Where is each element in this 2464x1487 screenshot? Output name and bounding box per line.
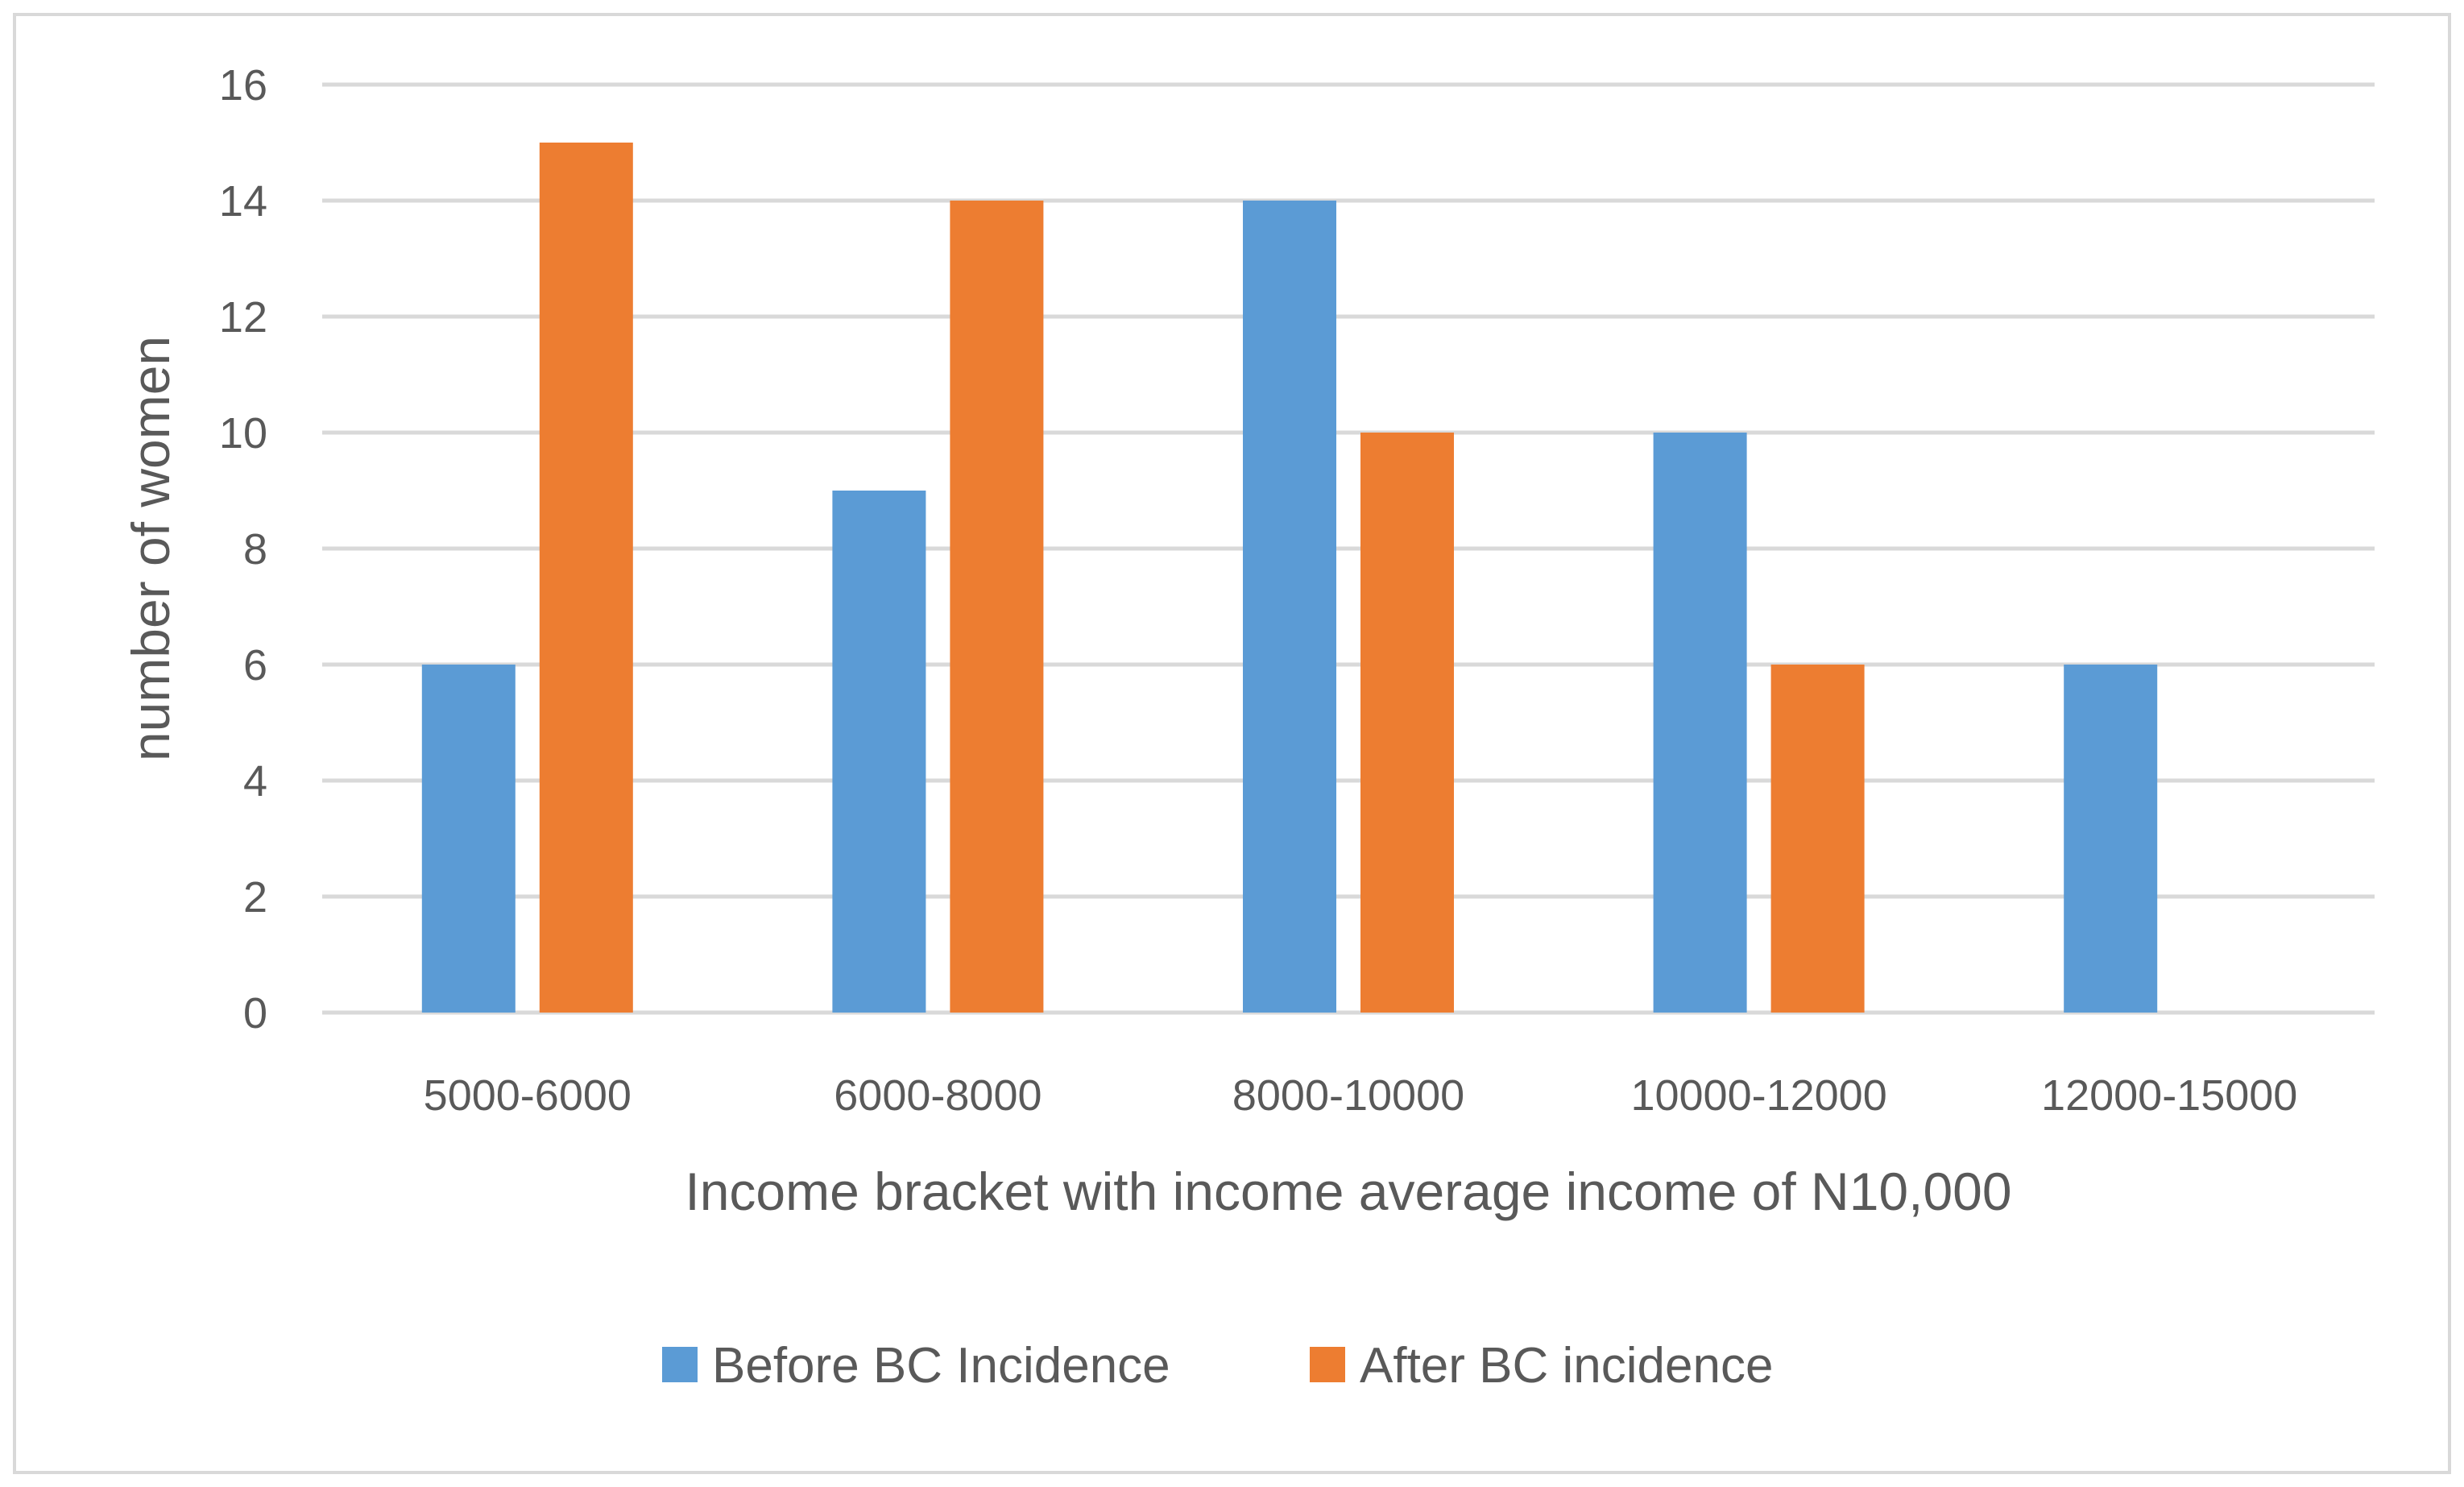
- x-tick-label: 10000-12000: [1630, 1071, 1886, 1120]
- bar-before-6000-8000: [832, 491, 926, 1013]
- chart-border: [13, 13, 2451, 1474]
- y-tick-label: 4: [243, 757, 267, 806]
- bar-after-6000-8000: [950, 201, 1044, 1013]
- x-tick-label: 12000-15000: [2041, 1071, 2297, 1120]
- bars: [421, 143, 2158, 1013]
- y-tick-label: 0: [243, 989, 267, 1038]
- bar-before-12000-15000: [2064, 665, 2158, 1013]
- legend-label: Before BC Incidence: [712, 1338, 1170, 1394]
- bar-after-8000-10000: [1360, 433, 1454, 1013]
- legend-label: After BC incidence: [1360, 1338, 1773, 1394]
- bar-before-5000-6000: [421, 665, 516, 1013]
- x-axis-ticks: 5000-6000 6000-8000 8000-10000 10000-12000 1…: [424, 1071, 2298, 1120]
- y-axis-title: number of women: [121, 336, 180, 761]
- x-axis-title: Income bracket with income average incom…: [685, 1162, 2011, 1221]
- y-tick-label: 2: [243, 873, 267, 922]
- x-tick-label: 5000-6000: [424, 1071, 632, 1120]
- x-tick-label: 8000-10000: [1232, 1071, 1464, 1120]
- bar-after-5000-6000: [539, 143, 633, 1013]
- legend-swatch: [1310, 1347, 1345, 1382]
- y-tick-label: 14: [219, 177, 267, 226]
- y-tick-label: 10: [219, 409, 267, 458]
- y-tick-label: 6: [243, 641, 267, 690]
- y-axis-ticks: 0 2 4 6 8 10 12 14 16: [219, 61, 267, 1038]
- bar-before-10000-12000: [1653, 433, 1747, 1013]
- bar-after-10000-12000: [1770, 665, 1865, 1013]
- x-tick-label: 6000-8000: [834, 1071, 1042, 1120]
- legend: Before BC Incidence After BC incidence: [662, 1338, 1773, 1394]
- y-tick-label: 16: [219, 61, 267, 110]
- y-tick-label: 8: [243, 525, 267, 574]
- y-tick-label: 12: [219, 293, 267, 342]
- bar-before-8000-10000: [1243, 201, 1336, 1013]
- legend-swatch: [662, 1347, 698, 1382]
- gridlines: [322, 82, 2375, 1015]
